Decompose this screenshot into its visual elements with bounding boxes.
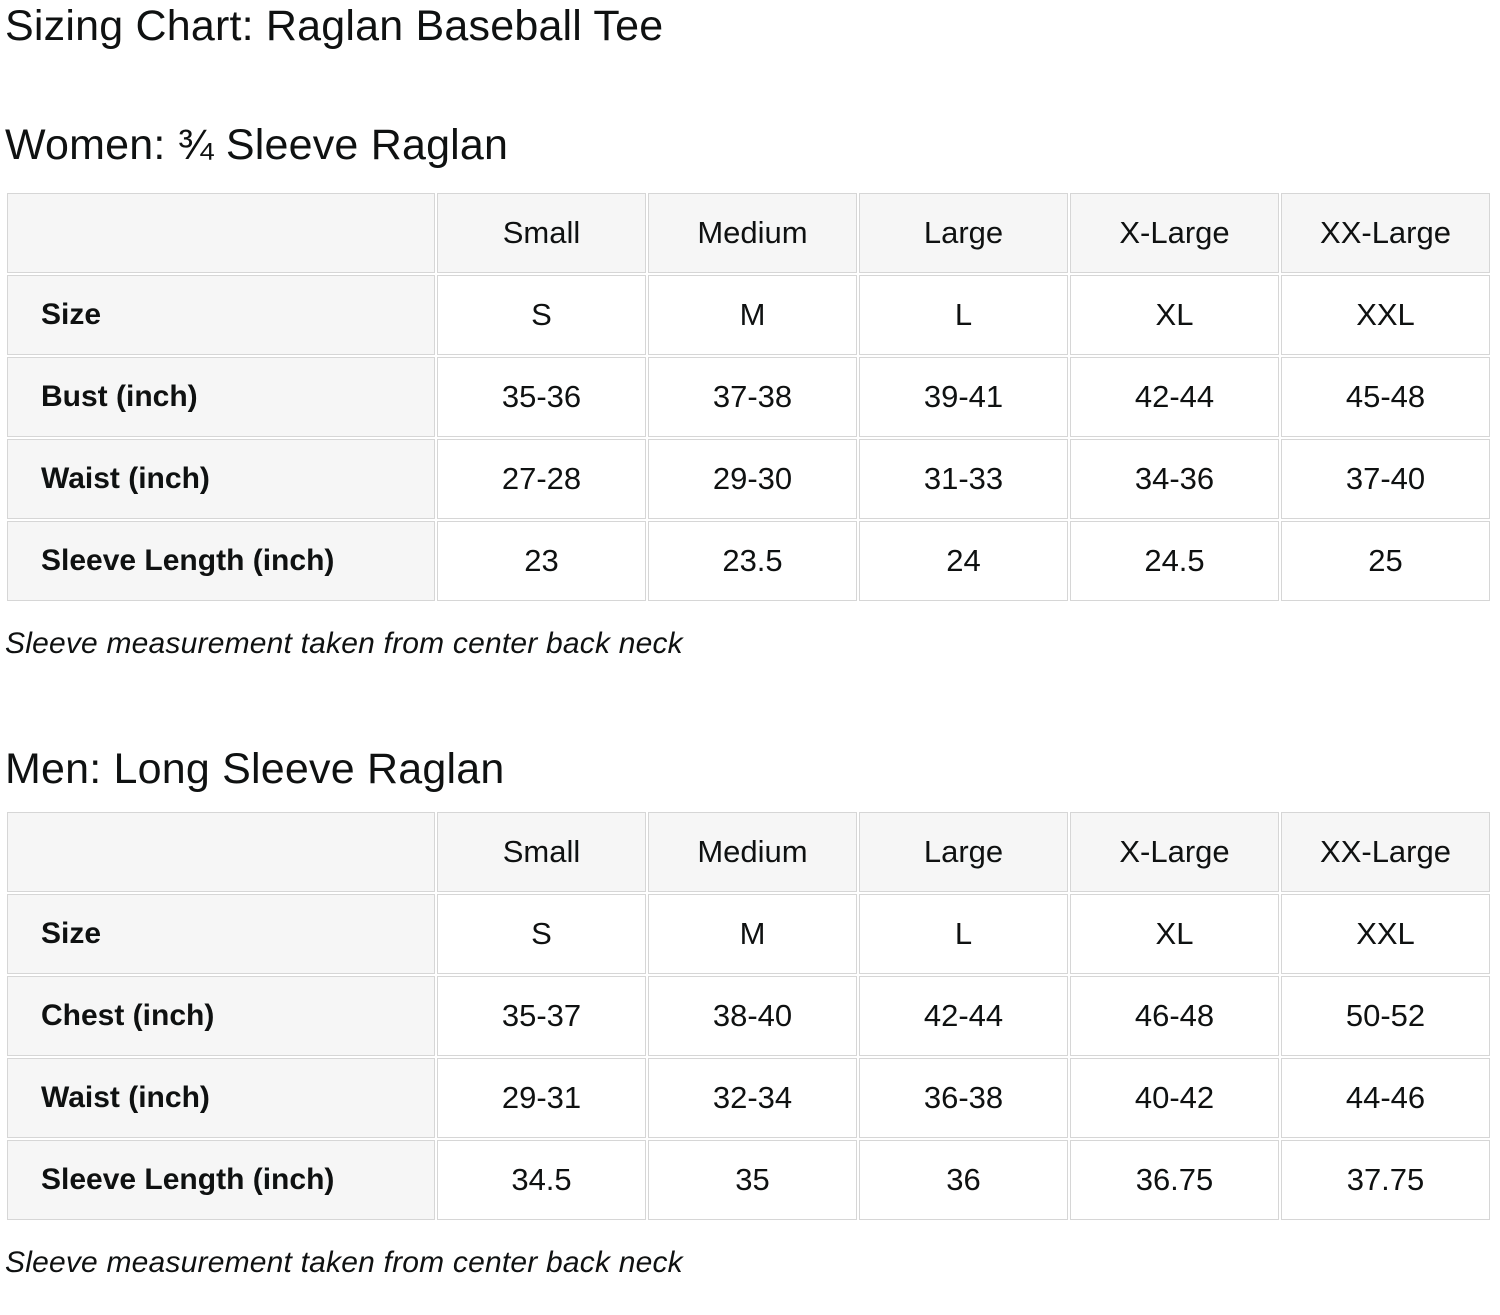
- row-label-sleeve-length: Sleeve Length (inch): [7, 1140, 435, 1221]
- table-cell: L: [859, 894, 1068, 975]
- corner-cell: [7, 192, 435, 273]
- table-cell: 34.5: [437, 1140, 646, 1221]
- table-cell: XXL: [1281, 894, 1490, 975]
- women-section-heading: Women: ¾ Sleeve Raglan: [5, 121, 509, 170]
- women-section: Women: ¾ Sleeve Raglan Small Medium Larg…: [5, 121, 1492, 660]
- row-label-waist: Waist (inch): [7, 1058, 435, 1139]
- table-cell: 35-37: [437, 976, 646, 1057]
- column-header-medium: Medium: [648, 812, 857, 893]
- table-cell: 31-33: [859, 438, 1068, 519]
- table-cell: 38-40: [648, 976, 857, 1057]
- table-cell: 42-44: [859, 976, 1068, 1057]
- column-header-medium: Medium: [648, 192, 857, 273]
- women-sleeve-length-row: Sleeve Length (inch) 23 23.5 24 24.5 25: [7, 520, 1490, 601]
- table-cell: 34-36: [1070, 438, 1279, 519]
- men-header-row: Small Medium Large X-Large XX-Large: [7, 812, 1490, 893]
- men-size-row: Size S M L XL XXL: [7, 894, 1490, 975]
- table-cell: M: [648, 274, 857, 355]
- table-cell: 45-48: [1281, 356, 1490, 437]
- women-size-table: Small Medium Large X-Large XX-Large Size…: [5, 191, 1492, 603]
- table-cell: 36: [859, 1140, 1068, 1221]
- men-sleeve-length-row: Sleeve Length (inch) 34.5 35 36 36.75 37…: [7, 1140, 1490, 1221]
- column-header-small: Small: [437, 812, 646, 893]
- row-label-size: Size: [7, 894, 435, 975]
- table-cell: 23.5: [648, 520, 857, 601]
- table-cell: 37-38: [648, 356, 857, 437]
- women-header-row: Small Medium Large X-Large XX-Large: [7, 192, 1490, 273]
- men-sleeve-measurement-note: Sleeve measurement taken from center bac…: [5, 1246, 683, 1280]
- table-cell: 36-38: [859, 1058, 1068, 1139]
- table-cell: 27-28: [437, 438, 646, 519]
- column-header-xx-large: XX-Large: [1281, 192, 1490, 273]
- table-cell: XL: [1070, 894, 1279, 975]
- women-size-row: Size S M L XL XXL: [7, 274, 1490, 355]
- column-header-small: Small: [437, 192, 646, 273]
- row-label-chest: Chest (inch): [7, 976, 435, 1057]
- table-cell: 50-52: [1281, 976, 1490, 1057]
- table-cell: 37.75: [1281, 1140, 1490, 1221]
- table-cell: 32-34: [648, 1058, 857, 1139]
- women-sleeve-measurement-note: Sleeve measurement taken from center bac…: [5, 626, 683, 660]
- men-section: Men: Long Sleeve Raglan Small Medium Lar…: [5, 745, 1492, 1280]
- table-cell: 37-40: [1281, 438, 1490, 519]
- table-cell: S: [437, 894, 646, 975]
- row-label-bust: Bust (inch): [7, 356, 435, 437]
- men-section-heading: Men: Long Sleeve Raglan: [5, 744, 505, 793]
- table-cell: 24: [859, 520, 1068, 601]
- men-waist-row: Waist (inch) 29-31 32-34 36-38 40-42 44-…: [7, 1058, 1490, 1139]
- table-cell: 46-48: [1070, 976, 1279, 1057]
- women-waist-row: Waist (inch) 27-28 29-30 31-33 34-36 37-…: [7, 438, 1490, 519]
- column-header-large: Large: [859, 812, 1068, 893]
- table-cell: 25: [1281, 520, 1490, 601]
- row-label-waist: Waist (inch): [7, 438, 435, 519]
- men-size-table: Small Medium Large X-Large XX-Large Size…: [5, 810, 1492, 1222]
- table-cell: 23: [437, 520, 646, 601]
- table-cell: 29-31: [437, 1058, 646, 1139]
- table-cell: 39-41: [859, 356, 1068, 437]
- table-cell: 24.5: [1070, 520, 1279, 601]
- men-chest-row: Chest (inch) 35-37 38-40 42-44 46-48 50-…: [7, 976, 1490, 1057]
- table-cell: 44-46: [1281, 1058, 1490, 1139]
- table-cell: L: [859, 274, 1068, 355]
- column-header-x-large: X-Large: [1070, 812, 1279, 893]
- table-cell: M: [648, 894, 857, 975]
- row-label-size: Size: [7, 274, 435, 355]
- column-header-xx-large: XX-Large: [1281, 812, 1490, 893]
- women-bust-row: Bust (inch) 35-36 37-38 39-41 42-44 45-4…: [7, 356, 1490, 437]
- table-cell: XL: [1070, 274, 1279, 355]
- table-cell: 42-44: [1070, 356, 1279, 437]
- column-header-x-large: X-Large: [1070, 192, 1279, 273]
- table-cell: 36.75: [1070, 1140, 1279, 1221]
- corner-cell: [7, 812, 435, 893]
- sizing-chart-page: Sizing Chart: Raglan Baseball Tee Women:…: [5, 2, 1492, 1280]
- table-cell: 40-42: [1070, 1058, 1279, 1139]
- table-cell: XXL: [1281, 274, 1490, 355]
- table-cell: 35-36: [437, 356, 646, 437]
- column-header-large: Large: [859, 192, 1068, 273]
- table-cell: 35: [648, 1140, 857, 1221]
- table-cell: S: [437, 274, 646, 355]
- row-label-sleeve-length: Sleeve Length (inch): [7, 520, 435, 601]
- page-title: Sizing Chart: Raglan Baseball Tee: [5, 2, 664, 50]
- table-cell: 29-30: [648, 438, 857, 519]
